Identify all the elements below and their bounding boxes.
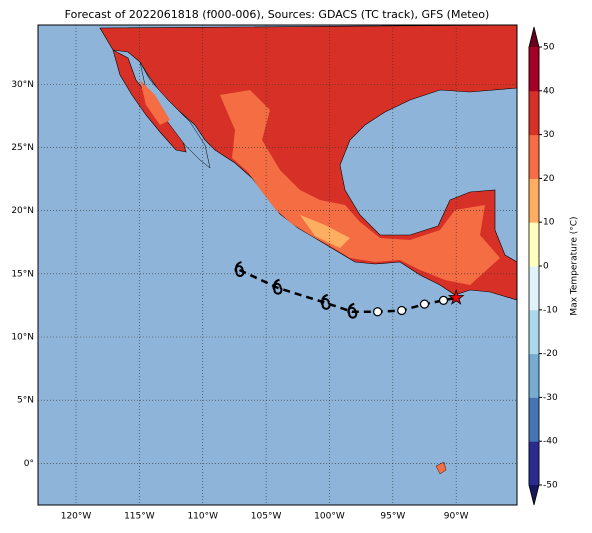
colorbar-bin [528, 353, 540, 398]
colorbar-tick-label: -20 [543, 349, 558, 359]
y-tick-label: 30°N [11, 80, 34, 90]
x-tick-label: 115°W [124, 512, 155, 522]
colorbar-bin [528, 90, 540, 136]
x-tick-label: 90°W [444, 512, 469, 522]
colorbar-tick-label: 30 [543, 130, 555, 140]
land [99, 25, 517, 301]
colorbar-tick-label: -50 [543, 481, 558, 491]
colorbar-bin [528, 221, 540, 267]
colorbar-bin [528, 46, 540, 92]
colorbar-tick-label: 10 [543, 218, 555, 228]
colorbar-tick-label: 20 [543, 174, 555, 184]
x-tick-label: 105°W [251, 512, 282, 522]
hurricane-symbol [347, 302, 358, 319]
hurricane-symbol [320, 293, 331, 310]
y-tick-label: 10°N [11, 333, 34, 343]
hurricane-symbol [234, 261, 245, 277]
y-tick-label: 5°N [17, 396, 34, 406]
colorbar-tick-label: -30 [543, 393, 558, 403]
colorbar-tick-label: -40 [543, 437, 558, 447]
grid [38, 25, 517, 505]
colorbar-tick-label: 40 [543, 86, 555, 96]
track [234, 261, 465, 319]
y-tick-label: 0° [24, 459, 34, 469]
map-frame [37, 24, 518, 506]
x-tick-label: 95°W [380, 512, 405, 522]
colorbar-bin [528, 134, 540, 179]
colorbar-bin [528, 265, 540, 311]
current-position [447, 289, 465, 305]
colorbar-extend-top [529, 27, 539, 47]
colorbar-bin [528, 177, 540, 223]
colorbar-label: Max Temperature (°C) [570, 216, 580, 315]
warm-zone [220, 90, 500, 285]
cool-zone [300, 215, 350, 248]
colorbar-bin [528, 440, 540, 486]
colorbar-bin [528, 309, 540, 355]
map-area [38, 25, 517, 505]
track-point [419, 299, 430, 309]
y-tick-label: 20°N [11, 206, 34, 216]
colorbar-bin [528, 396, 540, 442]
y-tick-label: 25°N [11, 143, 34, 153]
hurricane-symbol [272, 278, 283, 295]
x-tick-label: 100°W [314, 512, 345, 522]
colorbar: -50 -40 -30 -20 -10 0 10 20 30 40 50 [528, 26, 558, 506]
track-point [438, 295, 449, 305]
track-point [397, 305, 407, 316]
colorbar-tick-label: 0 [543, 262, 549, 272]
colorbar-extend-bottom [529, 485, 539, 505]
title: Forecast of 2022061818 (f000-006), Sourc… [65, 8, 490, 21]
warm-zone-2 [140, 80, 170, 125]
track-point [373, 307, 383, 317]
colorbar-tick-label: 50 [543, 43, 555, 53]
colorbar-tick-label: -10 [543, 305, 558, 315]
y-tick-label: 15°N [11, 269, 34, 279]
x-tick-label: 120°W [61, 512, 92, 522]
x-tick-label: 110°W [187, 512, 218, 522]
islands [435, 461, 447, 475]
